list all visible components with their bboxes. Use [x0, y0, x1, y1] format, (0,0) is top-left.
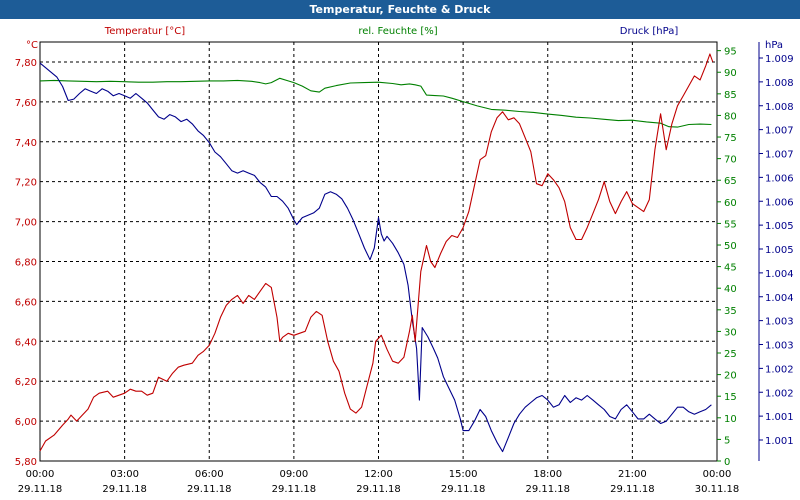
x-tick-date: 29.11.18	[610, 484, 655, 495]
pressure-tick-label: 1.004	[765, 293, 794, 304]
pressure-tick-label: 1.001	[765, 436, 794, 447]
humidity-tick-label: 60	[724, 198, 737, 209]
pressure-tick-label: 1.001	[765, 412, 794, 423]
x-tick-time: 00:00	[703, 469, 732, 480]
x-tick-time: 06:00	[195, 469, 224, 480]
humidity-tick-label: 45	[724, 263, 737, 274]
pressure-unit-label: hPa	[765, 40, 783, 51]
x-tick-time: 00:00	[26, 469, 55, 480]
temp-unit-label: °C	[26, 40, 38, 51]
temp-tick-label: 7,60	[15, 98, 37, 109]
pressure-tick-label: 1.003	[765, 341, 794, 352]
x-tick-date: 29.11.18	[187, 484, 232, 495]
pressure-tick-label: 1.005	[765, 245, 794, 256]
x-tick-date: 29.11.18	[525, 484, 570, 495]
humidity-tick-label: 5	[724, 435, 730, 446]
x-tick-date: 29.11.18	[18, 484, 63, 495]
temp-tick-label: 6,40	[15, 337, 37, 348]
x-tick-date: 29.11.18	[272, 484, 317, 495]
series-line-humidity	[39, 77, 712, 128]
temp-tick-label: 7,00	[15, 218, 37, 229]
humidity-tick-label: 70	[724, 155, 737, 166]
pressure-tick-label: 1.007	[765, 150, 794, 161]
legend-pressure: Druck [hPa]	[620, 26, 679, 37]
temp-tick-label: 7,40	[15, 138, 37, 149]
temp-tick-label: 6,60	[15, 297, 37, 308]
humidity-tick-label: 55	[724, 219, 737, 230]
temp-tick-label: 7,20	[15, 178, 37, 189]
humidity-tick-label: 20	[724, 371, 737, 382]
pressure-tick-label: 1.006	[765, 173, 794, 184]
x-tick-date: 29.11.18	[356, 484, 401, 495]
series-line-temperature	[39, 53, 714, 452]
x-tick-time: 18:00	[533, 469, 562, 480]
humidity-tick-label: 90	[724, 68, 737, 79]
temp-tick-label: 5,80	[15, 457, 37, 468]
humidity-tick-label: 35	[724, 306, 737, 317]
humidity-tick-label: 15	[724, 392, 737, 403]
humidity-tick-label: 50	[724, 241, 737, 252]
humidity-tick-label: 75	[724, 133, 737, 144]
humidity-tick-label: 65	[724, 176, 737, 187]
pressure-tick-label: 1.003	[765, 317, 794, 328]
pressure-tick-label: 1.008	[765, 78, 794, 89]
legend-humidity: rel. Feuchte [%]	[358, 26, 437, 37]
humidity-tick-label: 30	[724, 327, 737, 338]
legend-temperature: Temperatur [°C]	[104, 26, 185, 37]
x-tick-time: 15:00	[449, 469, 478, 480]
humidity-tick-label: 85	[724, 90, 737, 101]
humidity-tick-label: 80	[724, 111, 737, 122]
x-tick-time: 12:00	[364, 469, 393, 480]
window-title: Temperatur, Feuchte & Druck	[309, 3, 491, 16]
pressure-tick-label: 1.009	[765, 54, 794, 65]
humidity-tick-label: 0	[724, 457, 730, 468]
pressure-tick-label: 1.005	[765, 221, 794, 232]
temp-tick-label: 7,80	[15, 58, 37, 69]
temp-tick-label: 6,20	[15, 377, 37, 388]
temp-tick-label: 6,00	[15, 417, 37, 428]
x-tick-date: 29.11.18	[102, 484, 147, 495]
x-tick-date: 29.11.18	[441, 484, 486, 495]
x-tick-date: 30.11.18	[695, 484, 740, 495]
pressure-tick-label: 1.004	[765, 269, 794, 280]
humidity-tick-label: 25	[724, 349, 737, 360]
series-line-pressure	[39, 62, 712, 453]
x-tick-time: 09:00	[279, 469, 308, 480]
pressure-tick-label: 1.006	[765, 197, 794, 208]
pressure-tick-label: 1.002	[765, 364, 794, 375]
x-tick-time: 21:00	[618, 469, 647, 480]
pressure-tick-label: 1.002	[765, 388, 794, 399]
pressure-tick-label: 1.008	[765, 102, 794, 113]
humidity-tick-label: 10	[724, 414, 737, 425]
humidity-tick-label: 95	[724, 47, 737, 58]
pressure-tick-label: 1.007	[765, 126, 794, 137]
window-title-bar: Temperatur, Feuchte & Druck	[0, 0, 800, 19]
humidity-tick-label: 40	[724, 284, 737, 295]
temp-tick-label: 6,80	[15, 257, 37, 268]
x-tick-time: 03:00	[110, 469, 139, 480]
